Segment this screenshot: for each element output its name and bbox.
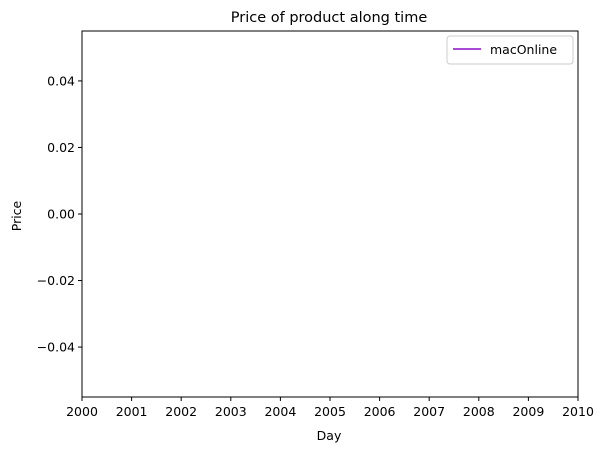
x-axis-label: Day bbox=[317, 428, 342, 443]
y-tick-label: 0.00 bbox=[47, 207, 75, 222]
legend: macOnline bbox=[446, 35, 574, 65]
legend-box bbox=[446, 35, 574, 65]
plot-area bbox=[81, 30, 579, 398]
y-tick-label: −0.02 bbox=[37, 273, 75, 288]
x-tick-label: 2007 bbox=[413, 404, 445, 419]
x-axis: 2000 2001 2002 2003 2004 2005 2006 2007 2008 2009… bbox=[66, 397, 594, 419]
x-tick-label: 2008 bbox=[463, 404, 495, 419]
x-tick-label: 2010 bbox=[562, 404, 594, 419]
legend-label-macOnline: macOnline bbox=[490, 42, 557, 57]
x-tick-label: 2005 bbox=[314, 404, 346, 419]
y-axis: 0.04 0.02 0.00 −0.02 −0.04 bbox=[37, 73, 82, 355]
y-tick-label: 0.02 bbox=[47, 140, 75, 155]
x-tick-label: 2000 bbox=[66, 404, 98, 419]
x-tick-label: 2004 bbox=[264, 404, 296, 419]
x-tick-label: 2003 bbox=[215, 404, 247, 419]
x-tick-label: 2002 bbox=[165, 404, 197, 419]
x-tick-label: 2009 bbox=[512, 404, 544, 419]
x-tick-label: 2001 bbox=[116, 404, 148, 419]
y-tick-label: −0.04 bbox=[37, 340, 75, 355]
x-tick-label: 2006 bbox=[364, 404, 396, 419]
y-axis-label: Price bbox=[9, 200, 24, 231]
y-tick-label: 0.04 bbox=[47, 73, 75, 88]
chart-title: Price of product along time bbox=[231, 10, 428, 26]
